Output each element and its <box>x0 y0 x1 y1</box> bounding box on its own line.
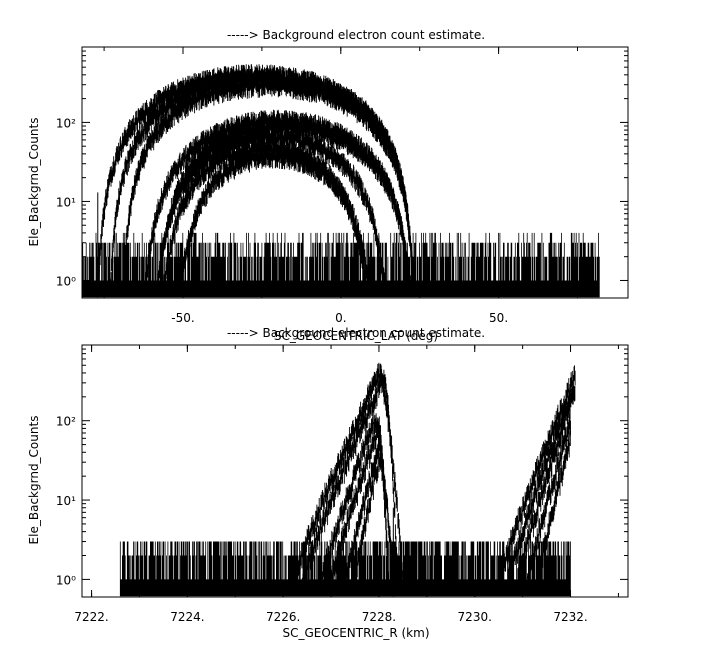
series-line <box>517 396 571 580</box>
top-chart: -----> Background electron count estimat… <box>27 28 629 343</box>
y-tick-label: 10² <box>56 415 76 429</box>
x-tick-label: 7226. <box>266 610 300 624</box>
x-tick-label: 7228. <box>362 610 396 624</box>
bottom-chart-data <box>119 362 576 597</box>
top-x-axis: -50. 0. 50. <box>103 47 579 325</box>
top-y-axis-label: Ele_Backgrnd_Counts <box>27 118 41 247</box>
x-tick-label: 7232. <box>553 610 587 624</box>
bottom-chart: -----> Background electron count estimat… <box>27 326 629 640</box>
top-chart-data <box>81 64 600 298</box>
top-chart-frame <box>81 46 629 299</box>
y-tick-label: 10¹ <box>56 195 76 209</box>
series-line <box>301 369 399 580</box>
top-x-axis-label: SC_GEOCENTRIC_LAT (deg) <box>274 329 438 343</box>
series-line <box>122 73 414 281</box>
series-line <box>526 414 571 580</box>
series-line <box>330 416 389 580</box>
y-tick-label: 10² <box>56 116 76 130</box>
x-tick-label: 7230. <box>458 610 492 624</box>
top-chart-title: -----> Background electron count estimat… <box>227 28 485 42</box>
series-line <box>536 430 571 580</box>
x-tick-label: 7222. <box>74 610 108 624</box>
bottom-x-axis-label: SC_GEOCENTRIC_R (km) <box>283 626 430 640</box>
bottom-y-axis: 10⁰ 10¹ 10² <box>56 344 628 587</box>
bottom-chart-frame <box>81 344 629 598</box>
y-tick-label: 10¹ <box>56 494 76 508</box>
y-tick-label: 10⁰ <box>56 274 76 288</box>
x-tick-label: 7224. <box>170 610 204 624</box>
bottom-y-axis-label: Ele_Backgrnd_Counts <box>27 416 41 545</box>
y-tick-label: 10⁰ <box>56 573 76 587</box>
x-tick-label: 50. <box>489 311 508 325</box>
x-tick-label: 0. <box>335 311 346 325</box>
series-line <box>355 449 394 580</box>
series-line <box>179 144 370 281</box>
bottom-x-axis: 7222. 7224. 7226. 7228. 7230. 7232. <box>74 345 619 624</box>
bottom-chart-title: -----> Background electron count estimat… <box>227 326 485 340</box>
top-y-axis: 10⁰ 10¹ 10² <box>56 46 628 288</box>
x-tick-label: -50. <box>171 311 194 325</box>
